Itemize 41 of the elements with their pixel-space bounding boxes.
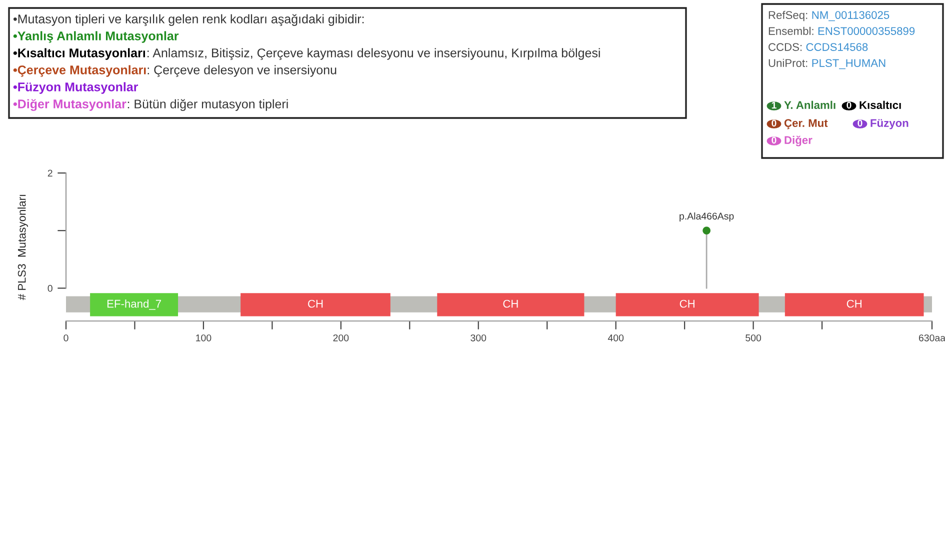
text: •Yanlış Anlamlı Mutasyonlar xyxy=(13,31,179,43)
text: Çer. Mut xyxy=(784,119,828,130)
text: 0 xyxy=(772,136,776,144)
x-tick-label: 500 xyxy=(746,334,762,342)
text: •Kısaltıcı Mutasyonları xyxy=(13,48,146,60)
text: 1 xyxy=(772,102,776,109)
text: CCDS: xyxy=(768,43,802,51)
text: •Mutasyon tipleri ve karşılık gelen renk kodları aşağıdaki gibidir: xyxy=(13,14,364,26)
x-tick-label: 300 xyxy=(470,334,486,342)
text: UniProt: xyxy=(768,58,808,67)
band-label: CH xyxy=(503,300,518,308)
text: •Diğer Mutasyonlar xyxy=(13,99,126,111)
text: Füzyon xyxy=(870,119,908,130)
text: •Füzyon Mutasyonlar xyxy=(13,82,138,94)
text: Y. Anlamlı xyxy=(784,100,836,109)
text: : Bütün diğer mutasyon tipleri xyxy=(128,99,288,111)
text: : Anlamsız, Bitişsiz, Çerçeve kayması delesyonu ve insersiyounu, Kırpılma bölgesi xyxy=(148,48,600,60)
band-label: CH xyxy=(308,300,323,308)
text: RefSeq: xyxy=(768,10,808,22)
text: Kısaltıcı xyxy=(860,100,901,109)
text: 0 xyxy=(772,120,776,127)
y-axis-title: # PLS3 Mutasyonları xyxy=(18,194,28,300)
x-tick-label: 0 xyxy=(64,334,68,342)
band-label: CH xyxy=(680,300,694,308)
text: CCDS14568 xyxy=(806,43,868,51)
text: 0 xyxy=(846,102,852,109)
text: PLST_HUMAN xyxy=(812,59,886,70)
text: Diğer xyxy=(784,136,812,146)
text: ENST00000355899 xyxy=(818,27,915,35)
text: : Çerçeve delesyon ve insersiyonu xyxy=(148,65,336,77)
text: 0 xyxy=(858,120,862,127)
text: •Çerçeve Mutasyonları xyxy=(13,65,146,77)
x-tick-label: 200 xyxy=(333,334,349,342)
x-tick-label: 100 xyxy=(196,334,212,342)
text: Ensembl: xyxy=(768,26,814,35)
band-label: CH xyxy=(846,300,862,308)
y-tick-label: 2 xyxy=(48,170,52,177)
band-label: EF-hand_7 xyxy=(107,300,161,310)
text: NM_001136025 xyxy=(812,11,890,22)
x-tick-label: 400 xyxy=(608,334,624,342)
annotation: p.Ala466Asp xyxy=(680,212,734,222)
